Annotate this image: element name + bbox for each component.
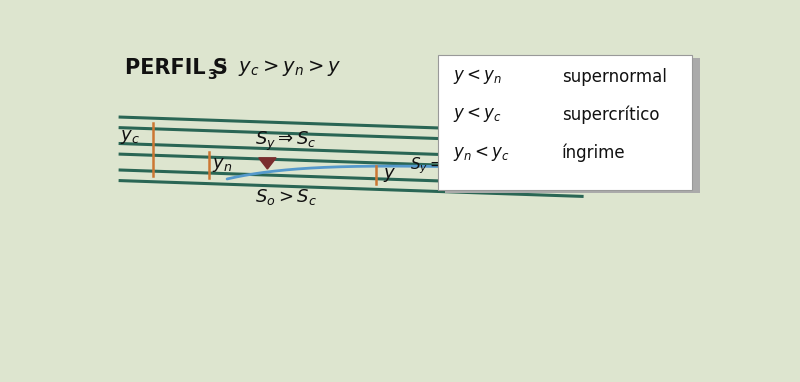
FancyBboxPatch shape bbox=[438, 55, 692, 190]
Text: supercrítico: supercrítico bbox=[562, 106, 659, 124]
Text: $y < y_n$: $y < y_n$ bbox=[454, 67, 502, 86]
Text: $y_n < y_c$: $y_n < y_c$ bbox=[454, 144, 510, 163]
Text: $y_c$: $y_c$ bbox=[121, 128, 140, 146]
Text: $S_y = 0$ (=> profundidade normal): $S_y = 0$ (=> profundidade normal) bbox=[410, 155, 663, 176]
Text: $y$: $y$ bbox=[383, 166, 397, 184]
Text: supernormal: supernormal bbox=[562, 68, 666, 86]
Text: $S_o > S_c$: $S_o > S_c$ bbox=[255, 187, 317, 207]
Polygon shape bbox=[258, 158, 276, 169]
Text: PERFIL S: PERFIL S bbox=[125, 58, 228, 78]
Text: $S_y \Rightarrow S_c$: $S_y \Rightarrow S_c$ bbox=[255, 129, 317, 153]
Text: $y_n$: $y_n$ bbox=[211, 156, 232, 174]
FancyBboxPatch shape bbox=[446, 58, 699, 194]
Text: :  $y_c > y_n > y$: : $y_c > y_n > y$ bbox=[220, 58, 341, 78]
Text: $y < y_c$: $y < y_c$ bbox=[454, 105, 502, 125]
Text: 3: 3 bbox=[206, 68, 216, 82]
Text: íngrime: íngrime bbox=[562, 144, 626, 162]
